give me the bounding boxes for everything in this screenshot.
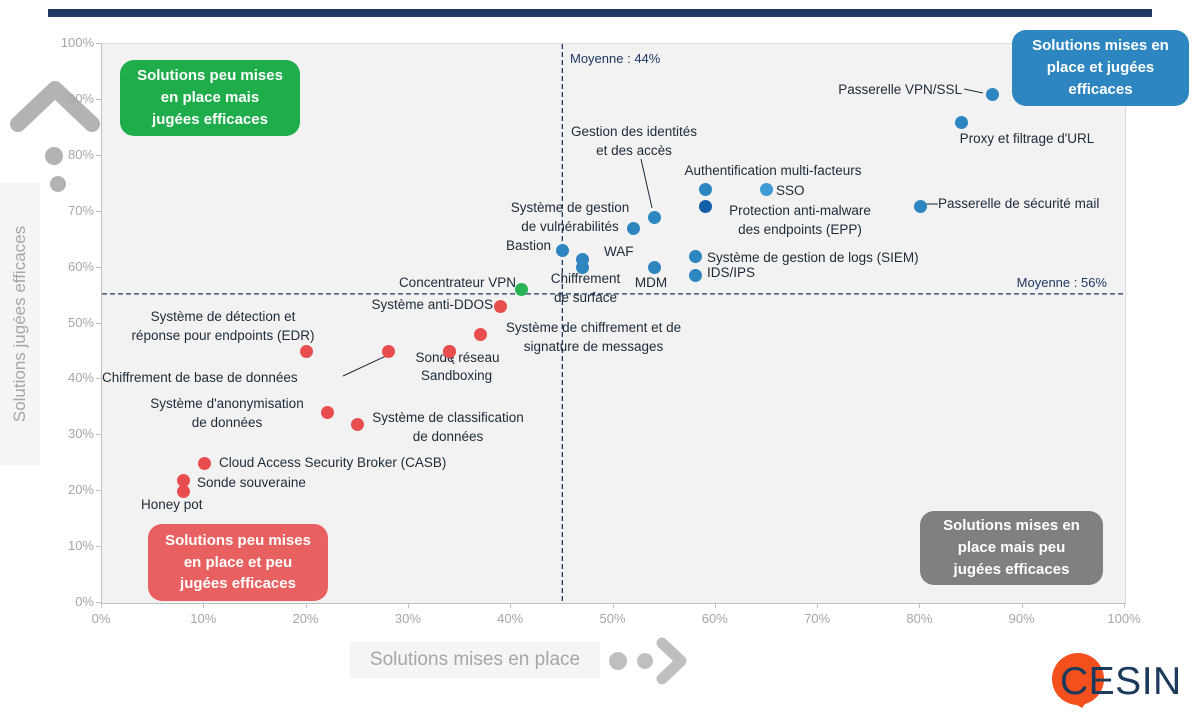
y-tick-label: 100% [60,35,94,50]
x-tick-mark [919,603,921,608]
x-tick-label: 30% [394,611,421,626]
y-tick-mark [96,602,101,603]
y-tick-label: 70% [67,202,94,218]
data-point [177,473,191,487]
x-tick-label: 40% [497,611,524,626]
y-tick-mark [96,266,101,268]
data-point [954,115,968,129]
label-connector-line [342,355,387,377]
x-tick-mark [1021,603,1023,608]
data-point [514,283,528,297]
data-point [197,456,211,470]
data-point [760,182,774,196]
data-point [474,328,487,342]
cesin-logo: CESIN [1048,650,1194,712]
cesin-logo-text: CESIN [1060,660,1182,703]
x-tick-mark [714,603,716,608]
quadrant-box-top-left: Solutions peu mises en place mais jugées… [120,60,300,136]
quadrant-box-top-right: Solutions mises en place et jugées effic… [1012,30,1189,106]
data-point [688,269,702,283]
data-point [381,344,395,358]
x-tick-mark [510,603,512,608]
data-point [320,406,334,420]
right-arrow-icon [609,637,687,685]
top-accent-bar [48,9,1152,17]
y-tick-mark [96,378,101,380]
data-point [985,87,999,101]
up-arrow-icon [10,81,100,192]
mean-y-label: Moyenne : 56% [1016,275,1107,290]
y-tick-mark [96,98,101,100]
data-point [699,199,713,213]
x-tick-label: 100% [1107,611,1141,626]
data-point [443,344,457,358]
x-tick-mark [817,603,819,608]
data-point [177,484,191,498]
x-tick-label: 10% [190,611,217,626]
x-tick-mark [1124,603,1125,608]
y-tick-label: 30% [67,426,94,442]
x-tick-mark [305,603,307,608]
data-point [494,300,508,314]
y-axis-title: Solutions jugées efficaces [0,183,40,465]
x-axis-title-text: Solutions mises en place [369,649,581,670]
y-tick-mark [96,43,101,44]
data-point [555,244,569,258]
y-tick-label: 50% [67,314,94,330]
y-tick-mark [96,546,101,548]
y-tick-label: 10% [67,538,94,554]
x-tick-mark [203,603,205,608]
x-tick-label: 80% [906,611,933,626]
y-axis-title-text: Solutions jugées efficaces [10,225,30,423]
y-tick-mark [96,434,101,436]
x-tick-label: 90% [1008,611,1035,626]
data-point [300,344,314,358]
x-tick-mark [612,603,614,608]
y-tick-label: 80% [67,146,94,162]
data-point [627,221,641,235]
y-tick-mark [96,210,101,212]
x-tick-label: 50% [599,611,626,626]
data-point [699,182,713,196]
y-tick-label: 90% [67,90,94,106]
y-tick-label: 0% [75,594,94,609]
data-point [647,261,661,275]
y-tick-label: 40% [67,370,94,386]
quadrant-box-bottom-right: Solutions mises en place mais peu jugées… [920,511,1103,585]
x-tick-mark [407,603,409,608]
data-point [647,210,661,224]
data-point [688,249,702,263]
x-tick-label: 60% [701,611,728,626]
y-tick-mark [96,490,101,492]
x-tick-label: 0% [91,611,111,626]
y-tick-label: 20% [67,482,94,498]
data-point [576,261,590,275]
y-tick-mark [96,322,101,324]
x-tick-mark [101,603,102,608]
x-axis-title: Solutions mises en place [350,642,600,678]
data-point [351,417,365,431]
label-connector-line [640,158,653,209]
x-tick-label: 20% [292,611,319,626]
label-connector-line [963,88,984,94]
cesin-logo-mark-icon [1052,653,1104,708]
x-tick-label: 70% [804,611,831,626]
y-tick-mark [96,154,101,156]
y-tick-label: 60% [67,258,94,274]
quadrant-box-bottom-left: Solutions peu mises en place et peu jugé… [148,524,328,601]
data-point [913,199,927,213]
mean-x-label: Moyenne : 44% [570,51,661,66]
